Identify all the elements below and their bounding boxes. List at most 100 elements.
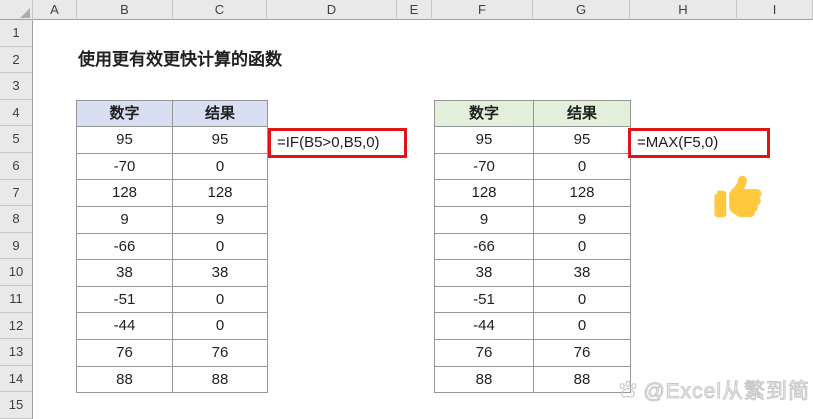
row-header[interactable]: 13 — [0, 339, 32, 366]
left-table-header-number[interactable]: 数字 — [77, 100, 173, 128]
row-header[interactable]: 2 — [0, 47, 32, 74]
cell[interactable]: 88 — [77, 366, 173, 394]
right-table: 数字 结果 95 95 -70 0 128 128 — [434, 99, 631, 394]
table-row: -66 0 — [435, 233, 631, 261]
table-row: -44 0 — [77, 313, 268, 341]
cell[interactable]: -51 — [77, 286, 173, 314]
thumbs-up-icon — [714, 175, 762, 218]
cell[interactable]: 9 — [173, 207, 268, 234]
cell[interactable]: 88 — [534, 366, 631, 394]
row-header[interactable]: 8 — [0, 206, 32, 233]
cell[interactable]: -44 — [77, 313, 173, 341]
cell[interactable]: 88 — [435, 366, 534, 394]
cell[interactable]: -70 — [77, 153, 173, 181]
column-header[interactable]: I — [737, 0, 813, 20]
cell[interactable]: -66 — [435, 233, 534, 261]
column-header[interactable]: B — [77, 0, 173, 20]
left-table-body: 95 95 -70 0 128 128 9 9 — [77, 127, 268, 394]
table-row: -51 0 — [77, 286, 268, 314]
cell[interactable]: 0 — [173, 313, 268, 341]
cell[interactable]: -51 — [435, 286, 534, 314]
cell[interactable]: 0 — [173, 233, 268, 261]
formula-box-if[interactable]: =IF(B5>0,B5,0) — [268, 128, 407, 158]
left-table-header-result[interactable]: 结果 — [173, 100, 268, 128]
cell[interactable]: 95 — [173, 127, 268, 154]
cell[interactable]: 9 — [77, 207, 173, 234]
table-row: -70 0 — [77, 153, 268, 181]
table-row: 76 76 — [77, 340, 268, 367]
table-row: 128 128 — [77, 180, 268, 208]
cell[interactable]: 38 — [77, 260, 173, 287]
row-header[interactable]: 5 — [0, 126, 32, 153]
cell[interactable]: 38 — [534, 260, 631, 287]
row-header[interactable]: 11 — [0, 286, 32, 313]
cell[interactable]: 76 — [534, 340, 631, 367]
table-row: 88 88 — [77, 366, 268, 394]
formula-box-max[interactable]: =MAX(F5,0) — [628, 128, 770, 158]
cell[interactable]: -66 — [77, 233, 173, 261]
row-header[interactable]: 7 — [0, 180, 32, 207]
row-header[interactable]: 14 — [0, 366, 32, 393]
right-table-header-row: 数字 结果 — [435, 100, 631, 128]
row-header[interactable]: 3 — [0, 73, 32, 100]
cell[interactable]: 76 — [435, 340, 534, 367]
table-row: 38 38 — [77, 260, 268, 287]
cell[interactable]: 38 — [435, 260, 534, 287]
cell[interactable]: 128 — [77, 180, 173, 208]
select-all-corner[interactable] — [0, 0, 33, 20]
cell[interactable]: 0 — [173, 286, 268, 314]
right-table-header-number[interactable]: 数字 — [435, 100, 534, 128]
column-header[interactable]: E — [397, 0, 432, 20]
row-header[interactable]: 15 — [0, 392, 32, 419]
cell[interactable]: 95 — [435, 127, 534, 154]
sheet-title[interactable]: 使用更有效更快计算的函数 — [78, 50, 282, 69]
cell[interactable]: 128 — [173, 180, 268, 208]
row-header[interactable]: 6 — [0, 153, 32, 180]
table-row: 128 128 — [435, 180, 631, 208]
column-header[interactable]: H — [630, 0, 737, 20]
table-row: 76 76 — [435, 340, 631, 367]
cell[interactable]: -44 — [435, 313, 534, 341]
cell[interactable]: 9 — [534, 207, 631, 234]
table-row: -51 0 — [435, 286, 631, 314]
table-row: 9 9 — [77, 207, 268, 234]
row-header[interactable]: 9 — [0, 233, 32, 260]
column-header[interactable]: C — [173, 0, 267, 20]
table-row: -70 0 — [435, 153, 631, 181]
column-header[interactable]: F — [432, 0, 533, 20]
select-all-triangle-icon — [20, 8, 30, 18]
row-header[interactable]: 4 — [0, 100, 32, 127]
column-header[interactable]: G — [533, 0, 630, 20]
watermark-text: @Excel从繁到简 — [643, 380, 810, 404]
table-row: -66 0 — [77, 233, 268, 261]
column-header[interactable]: A — [33, 0, 77, 20]
cell[interactable]: 88 — [173, 366, 268, 394]
cell[interactable]: 0 — [534, 233, 631, 261]
table-row: 95 95 — [77, 127, 268, 154]
cell[interactable]: 0 — [173, 153, 268, 181]
row-header[interactable]: 1 — [0, 20, 32, 47]
row-header[interactable]: 12 — [0, 313, 32, 340]
cell[interactable]: 0 — [534, 286, 631, 314]
cell[interactable]: 76 — [173, 340, 268, 367]
cell[interactable]: 0 — [534, 313, 631, 341]
cell[interactable]: 38 — [173, 260, 268, 287]
cell[interactable]: 9 — [435, 207, 534, 234]
cell[interactable]: 128 — [534, 180, 631, 208]
table-row: 9 9 — [435, 207, 631, 234]
column-header[interactable]: D — [267, 0, 397, 20]
table-row: -44 0 — [435, 313, 631, 341]
row-header-bar: 1 2 3 4 5 6 7 8 9 10 11 12 13 14 15 — [0, 20, 33, 419]
table-row: 88 88 — [435, 366, 631, 394]
row-header[interactable]: 10 — [0, 259, 32, 286]
left-table-header-row: 数字 结果 — [77, 100, 268, 128]
right-table-header-result[interactable]: 结果 — [534, 100, 631, 128]
cell[interactable]: -70 — [435, 153, 534, 181]
cell[interactable]: 128 — [435, 180, 534, 208]
cell[interactable]: 0 — [534, 153, 631, 181]
cell[interactable]: 95 — [77, 127, 173, 154]
cell[interactable]: 76 — [77, 340, 173, 367]
cell[interactable]: 95 — [534, 127, 631, 154]
